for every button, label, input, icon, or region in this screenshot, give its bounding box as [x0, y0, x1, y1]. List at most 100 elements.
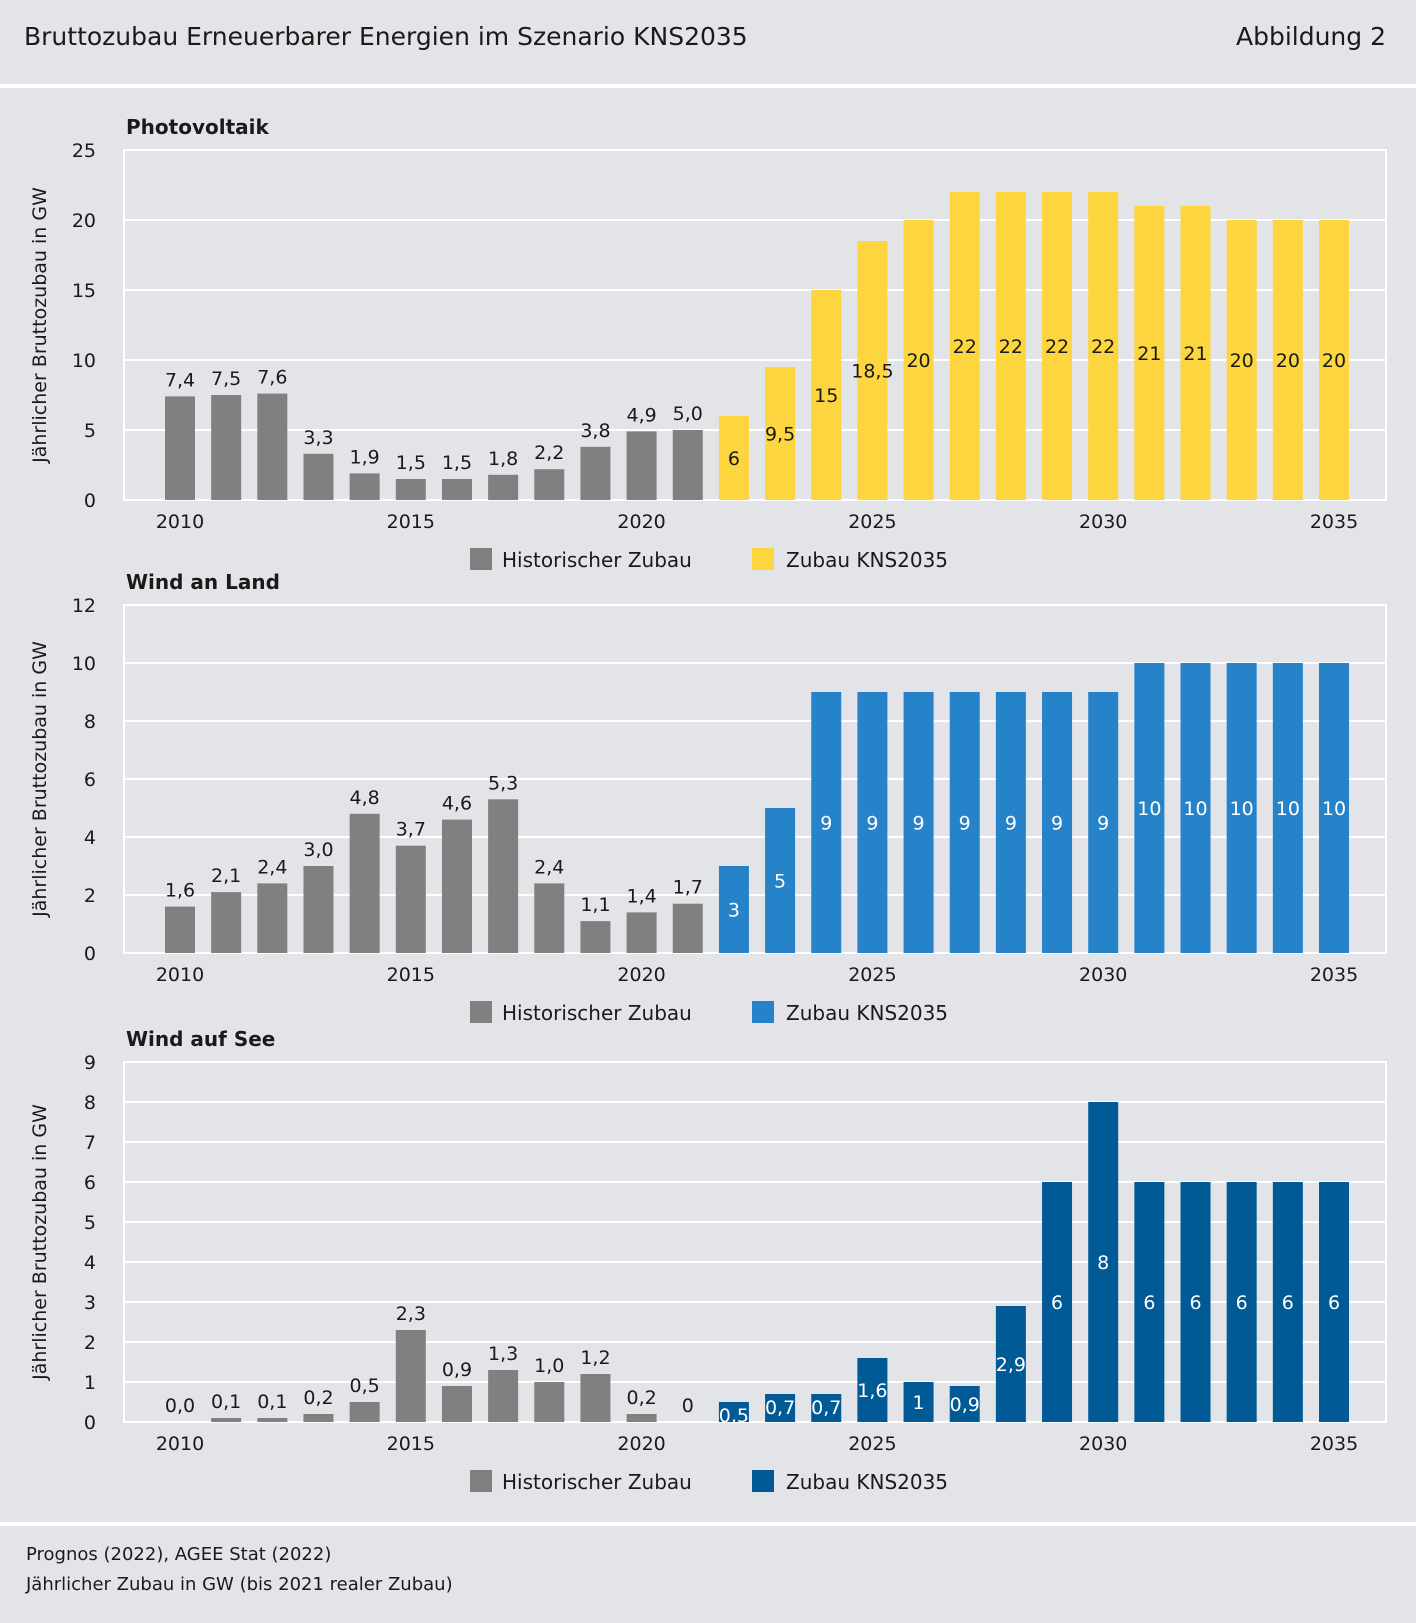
wind-land-data-label-2021: 1,7 — [673, 877, 703, 899]
pv-bar-2029 — [1042, 192, 1073, 500]
wind-land-bar-2033 — [1226, 663, 1257, 953]
wind-land-ytick-label: 8 — [84, 711, 96, 733]
wind-land-data-label-2017: 5,3 — [488, 772, 518, 794]
pv-bar-2023 — [765, 367, 796, 500]
wind-land-bar-2015 — [395, 845, 426, 953]
wind-land-bar-2023 — [765, 808, 796, 953]
wind-land-ytick-label: 6 — [84, 769, 96, 791]
wind-land-ytick-label: 12 — [72, 595, 96, 617]
wind-sea-xtick-label: 2030 — [1079, 1433, 1127, 1455]
wind-land-data-label-2010: 1,6 — [165, 880, 195, 902]
wind-sea-xtick-label: 2025 — [848, 1433, 896, 1455]
wind-sea-bar-2027 — [949, 1386, 980, 1422]
pv-data-label-2031: 21 — [1137, 343, 1161, 365]
pv-ytick-label: 20 — [72, 210, 96, 232]
pv-xtick-label: 2010 — [156, 511, 204, 533]
wind-land-xtick-label: 2030 — [1079, 964, 1127, 986]
wind-sea-bar-2025 — [857, 1358, 888, 1422]
wind-land-bar-2021 — [672, 903, 703, 953]
wind-sea-bar-2033 — [1226, 1182, 1257, 1422]
pv-data-label-2023: 9,5 — [765, 424, 795, 446]
pv-xtick-label: 2030 — [1079, 511, 1127, 533]
pv-bar-2015 — [395, 479, 426, 500]
wind-sea-data-label-2027: 0,9 — [950, 1394, 980, 1416]
wind-land-bar-2030 — [1088, 692, 1119, 953]
wind-sea-ytick-label: 5 — [84, 1212, 96, 1234]
wind-sea-bar-2015 — [395, 1330, 426, 1422]
wind-land-bar-2016 — [441, 819, 472, 953]
figure-label: Abbildung 2 — [1235, 22, 1386, 51]
wind-sea-data-label-2017: 1,3 — [488, 1343, 518, 1365]
wind-sea-ytick-label: 3 — [84, 1292, 96, 1314]
wind-land-data-label-2031: 10 — [1137, 798, 1161, 820]
pv-bar-2012 — [257, 393, 288, 500]
pv-data-label-2028: 22 — [999, 336, 1023, 358]
wind-land-data-label-2026: 9 — [913, 813, 925, 835]
pv-bar-2022 — [718, 416, 749, 500]
wind-land-xtick-label: 2025 — [848, 964, 896, 986]
wind-sea-xtick-label: 2035 — [1310, 1433, 1358, 1455]
wind-sea-legend-swatch-historic — [470, 1470, 492, 1492]
pv-legend-historic: Historischer Zubau — [502, 548, 692, 572]
wind-sea-data-label-2029: 6 — [1051, 1292, 1063, 1314]
wind-sea-title: Wind auf See — [126, 1027, 275, 1051]
wind-land-data-label-2033: 10 — [1230, 798, 1254, 820]
wind-sea-bar-2028 — [995, 1306, 1026, 1422]
pv-bar-2013 — [303, 453, 334, 500]
pv-legend-swatch-kns — [752, 548, 774, 570]
wind-land-data-label-2034: 10 — [1276, 798, 1300, 820]
wind-land-data-label-2028: 9 — [1005, 813, 1017, 835]
pv-bar-2024 — [811, 290, 842, 500]
pv-title: Photovoltaik — [126, 115, 269, 139]
wind-sea-data-label-2030: 8 — [1097, 1252, 1109, 1274]
wind-sea-bar-2020 — [626, 1414, 657, 1422]
pv-data-label-2018: 2,2 — [534, 442, 564, 464]
pv-data-label-2030: 22 — [1091, 336, 1115, 358]
wind-land-data-label-2029: 9 — [1051, 813, 1063, 835]
wind-land-bar-2011 — [211, 892, 242, 953]
wind-sea-legend-historic: Historischer Zubau — [502, 1470, 692, 1494]
wind-land-bar-2022 — [718, 866, 749, 953]
wind-sea-bar-2029 — [1042, 1182, 1073, 1422]
pv-data-label-2032: 21 — [1183, 343, 1207, 365]
wind-sea-data-label-2012: 0,1 — [257, 1391, 287, 1413]
wind-sea-ytick-label: 4 — [84, 1252, 96, 1274]
wind-land-bar-2014 — [349, 813, 380, 953]
pv-bar-2033 — [1226, 220, 1257, 500]
pv-data-label-2012: 7,6 — [257, 367, 287, 389]
wind-sea-data-label-2025: 1,6 — [857, 1380, 887, 1402]
wind-land-xtick-label: 2035 — [1310, 964, 1358, 986]
wind-sea-bar-2026 — [903, 1382, 934, 1422]
pv-data-label-2013: 3,3 — [303, 427, 333, 449]
wind-sea-legend-swatch-kns — [752, 1470, 774, 1492]
wind-sea-ytick-label: 0 — [84, 1412, 96, 1434]
unit-note: Jährlicher Zubau in GW (bis 2021 realer … — [26, 1574, 453, 1595]
wind-land-data-label-2027: 9 — [959, 813, 971, 835]
wind-sea-bar-2013 — [303, 1414, 334, 1422]
wind-sea-bar-2022 — [718, 1402, 749, 1422]
wind-sea-data-label-2026: 1 — [913, 1392, 925, 1414]
chart-title: Bruttozubau Erneuerbarer Energien im Sze… — [24, 22, 748, 51]
wind-sea-data-label-2015: 2,3 — [396, 1303, 426, 1325]
wind-sea-ytick-label: 9 — [84, 1052, 96, 1074]
wind-land-data-label-2025: 9 — [866, 813, 878, 835]
wind-land-data-label-2012: 2,4 — [257, 856, 287, 878]
wind-land-data-label-2014: 4,8 — [350, 787, 380, 809]
pv-data-label-2027: 22 — [953, 336, 977, 358]
pv-data-label-2010: 7,4 — [165, 369, 195, 391]
pv-bar-2025 — [857, 241, 888, 500]
wind-land-bar-2027 — [949, 692, 980, 953]
wind-land-bar-2013 — [303, 866, 334, 953]
wind-land-bar-2010 — [165, 906, 195, 953]
wind-land-data-label-2011: 2,1 — [211, 865, 241, 887]
wind-sea-bar-2018 — [534, 1382, 565, 1422]
pv-data-label-2015: 1,5 — [396, 452, 426, 474]
wind-land-bar-2032 — [1180, 663, 1211, 953]
wind-sea-bar-2012 — [257, 1418, 288, 1422]
wind-sea-xtick-label: 2020 — [617, 1433, 665, 1455]
wind-land-legend-kns: Zubau KNS2035 — [786, 1001, 948, 1025]
wind-land-data-label-2019: 1,1 — [580, 894, 610, 916]
wind-sea-data-label-2013: 0,2 — [303, 1387, 333, 1409]
pv-xtick-label: 2015 — [387, 511, 435, 533]
